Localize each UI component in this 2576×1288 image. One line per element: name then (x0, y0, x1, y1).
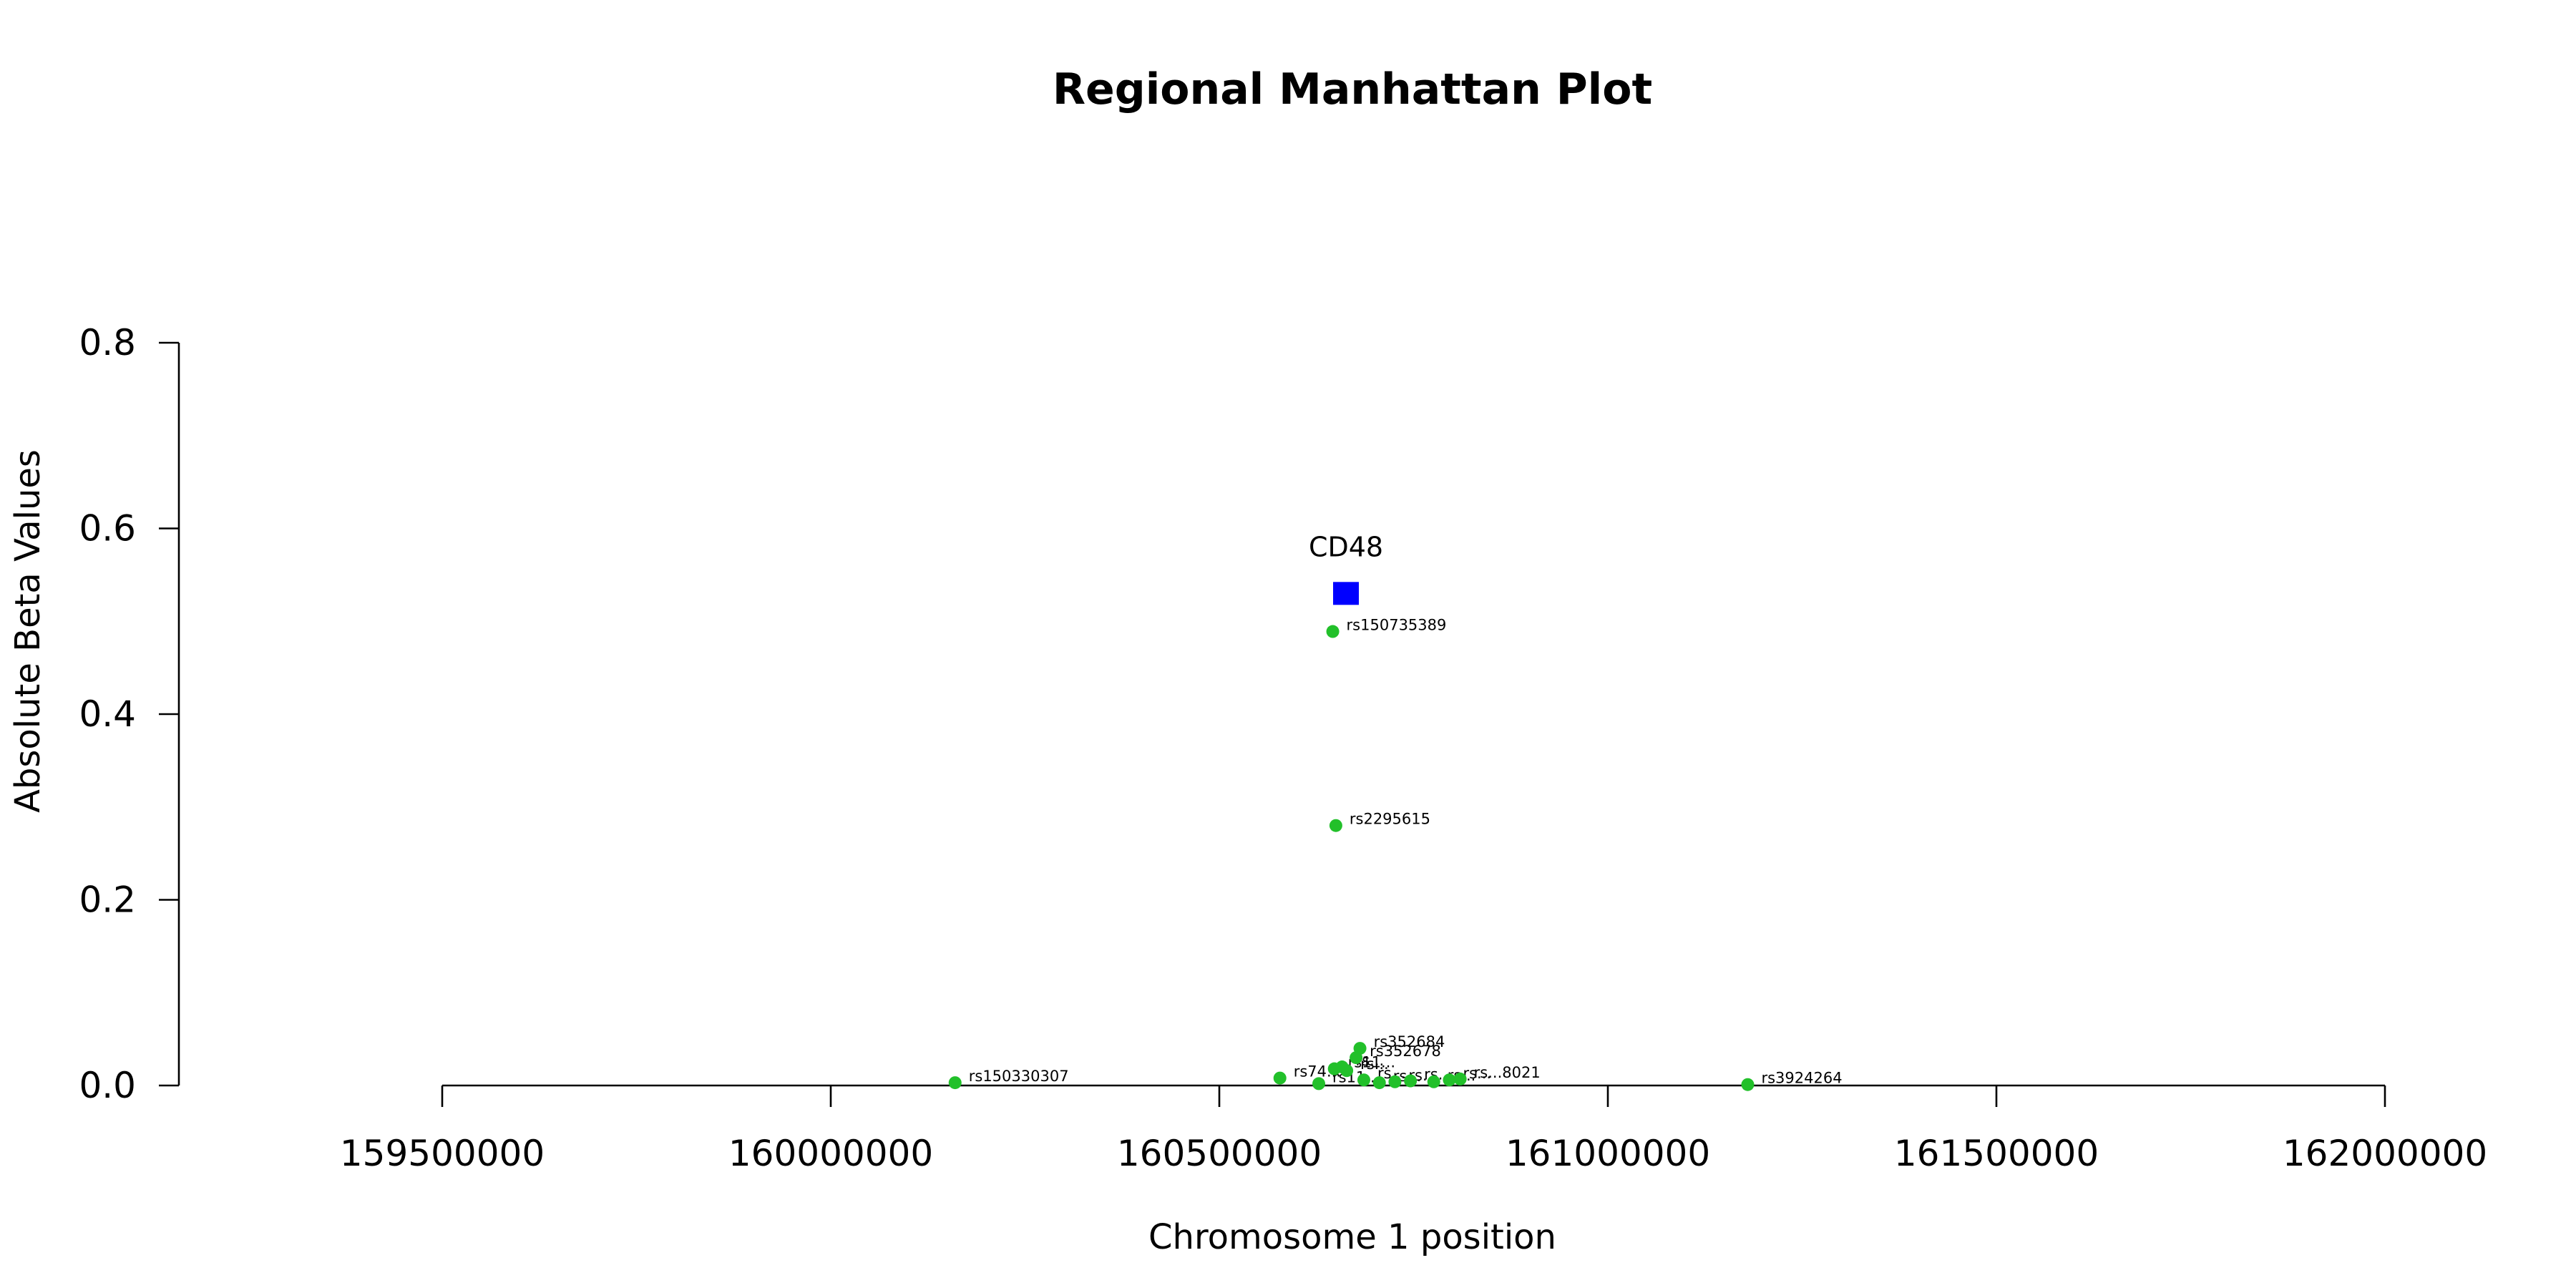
x-tick-label: 159500000 (340, 1133, 545, 1174)
x-tick-label: 160500000 (1117, 1133, 1322, 1174)
snp-point (1340, 1064, 1354, 1078)
gene-marker (1333, 582, 1360, 605)
snp-point (1427, 1075, 1440, 1088)
gene-label: CD48 (1309, 531, 1383, 562)
snp-label: rs3924264 (1761, 1070, 1842, 1087)
snp-point (948, 1076, 962, 1090)
x-tick-label: 161000000 (1506, 1133, 1710, 1174)
snp-point (1312, 1077, 1326, 1091)
y-axis-label: Absolute Beta Values (8, 449, 48, 813)
snp-label: rs352678 (1370, 1043, 1441, 1060)
snp-point (1372, 1076, 1386, 1090)
snp-label: rs...8021 (1474, 1064, 1541, 1081)
snp-label: rs150735389 (1347, 617, 1447, 634)
snp-label: rs2295615 (1350, 811, 1430, 828)
snp-point (1404, 1074, 1418, 1088)
plot-marks: rs150330307 rs74...rs11...rs150735389rs22… (948, 531, 1843, 1091)
snp-point (1329, 819, 1342, 832)
y-tick-label: 0.6 (79, 508, 136, 550)
x-tick-label: 161500000 (1894, 1133, 2099, 1174)
snp-label: rs150330307 (969, 1068, 1069, 1085)
y-tick-label: 0.2 (79, 879, 136, 921)
axes: 0.0 0.2 0.4 0.6 0.8 159500000 160000000 1605000… (79, 322, 2487, 1174)
snp-label: rs352684 (1374, 1033, 1445, 1050)
x-axis-label: Chromosome 1 position (1148, 1217, 1556, 1257)
x-tick-label: 160000000 (728, 1133, 933, 1174)
snp-point (1273, 1071, 1287, 1085)
snp-point (1388, 1075, 1402, 1088)
snp-point (1443, 1073, 1456, 1087)
snp-label: rs... (1463, 1065, 1491, 1082)
chart-title: Regional Manhattan Plot (1053, 64, 1652, 114)
y-tick-label: 0.8 (79, 322, 136, 364)
snp-point (1326, 625, 1340, 638)
snp-point (1453, 1072, 1467, 1085)
snp-point (1350, 1051, 1363, 1065)
y-tick-label: 0.4 (79, 693, 136, 735)
snp-label: rs... (1360, 1055, 1389, 1073)
y-tick-label: 0.0 (79, 1065, 136, 1106)
snp-point (1741, 1078, 1755, 1091)
x-tick-label: 162000000 (2283, 1133, 2487, 1174)
snp-point (1357, 1073, 1370, 1087)
